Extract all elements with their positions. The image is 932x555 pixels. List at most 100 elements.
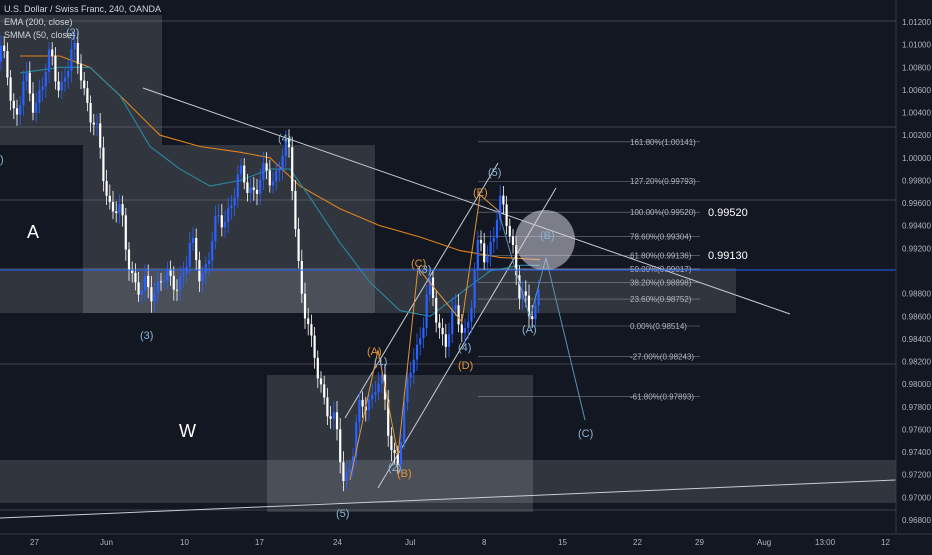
candle-body — [108, 195, 111, 202]
candle-body — [3, 45, 6, 52]
candle-body — [89, 102, 92, 123]
candle-body — [294, 190, 297, 230]
wave-label-blue: (C) — [578, 428, 593, 440]
x-axis-tick-label: 24 — [333, 538, 342, 547]
candle-body — [358, 399, 361, 423]
y-axis-tick-label: 0.99400 — [902, 222, 931, 231]
candle-body — [371, 394, 374, 400]
candle-body — [31, 93, 35, 113]
candle-body — [137, 282, 140, 295]
x-axis-background — [0, 534, 932, 550]
candle-body — [399, 441, 403, 465]
y-axis-tick-label: 0.98400 — [902, 335, 931, 344]
candle-body — [313, 335, 316, 358]
zone-label-a: A — [27, 222, 39, 242]
y-axis-tick-label: 0.99600 — [902, 199, 931, 208]
candle-body — [204, 264, 207, 274]
y-axis-tick-label: 0.98200 — [902, 358, 931, 367]
candle-body — [476, 239, 479, 270]
candle-body — [230, 205, 233, 209]
candle-body — [217, 215, 220, 217]
wave-label-blue: (2) — [388, 462, 401, 474]
candle-body — [127, 249, 131, 271]
candle-body — [47, 49, 51, 72]
x-axis-tick-label: 13:00 — [815, 538, 836, 547]
candle-body — [233, 197, 236, 206]
candle-body — [415, 344, 419, 360]
candle-body — [438, 322, 441, 328]
fib-level-label: 127.20%(0.99793) — [630, 177, 696, 186]
smma-indicator-label: SMMA (50, close) — [4, 30, 76, 40]
candle-body — [15, 108, 19, 115]
candle-body — [70, 48, 73, 71]
candle-body — [63, 77, 67, 82]
candle-body — [537, 290, 540, 306]
fib-level-label: 100.00%(0.99520) — [630, 208, 696, 217]
wave-label-blue: (4) — [278, 133, 291, 145]
ema-indicator-label: EMA (200, close) — [4, 17, 73, 27]
candle-body — [332, 412, 335, 419]
y-axis-tick-label: 0.99800 — [902, 176, 931, 185]
candle-body — [207, 260, 211, 265]
candle-body — [147, 275, 150, 288]
x-axis-tick-label: Jul — [405, 538, 415, 547]
candle-body — [252, 187, 255, 190]
candle-body — [495, 219, 499, 238]
candle-body — [511, 236, 515, 245]
candle-body — [435, 297, 438, 323]
candle-body — [195, 238, 198, 261]
price-label-upper: 0.99520 — [708, 207, 748, 219]
candle-body — [412, 359, 415, 373]
candle-body — [198, 260, 201, 282]
candle-body — [76, 43, 79, 64]
candle-body — [175, 289, 179, 291]
candle-body — [345, 472, 348, 482]
y-axis-tick-label: 1.00000 — [902, 154, 931, 163]
candle-body — [396, 453, 399, 465]
candle-body — [79, 63, 83, 81]
wave-label-blue: (2) — [66, 27, 79, 39]
candle-body — [172, 275, 175, 290]
candle-body — [41, 86, 44, 90]
candle-body — [287, 138, 291, 148]
shaded-zone-5 — [0, 460, 896, 503]
candle-body — [19, 105, 22, 115]
candle-body — [95, 123, 99, 125]
candle-body — [140, 290, 143, 295]
candle-body — [223, 222, 227, 228]
x-axis: 27 Jun 10 17 24 Jul 8 15 22 29 Aug 13:00 12 — [0, 533, 932, 550]
y-axis-tick-label: 0.97000 — [902, 493, 931, 502]
candle-body — [447, 334, 451, 347]
candle-body — [246, 182, 249, 193]
wave-label-orange: (E) — [473, 187, 488, 199]
candle-body — [460, 324, 463, 333]
candle-body — [380, 374, 383, 384]
ascending-trendline — [0, 479, 897, 519]
candle-body — [531, 316, 534, 320]
candle-body — [86, 88, 89, 103]
candle-body — [361, 399, 364, 407]
wave-label-blue: (A) — [522, 324, 537, 336]
candle-body — [57, 81, 60, 91]
orange-wave-path — [349, 194, 501, 481]
candle-body — [9, 77, 12, 101]
candle-body — [425, 294, 428, 328]
candle-body — [444, 334, 447, 347]
candle-body — [115, 211, 118, 214]
wave-label-blue: (1) — [374, 356, 387, 368]
candle-body — [335, 412, 339, 430]
candle-body — [403, 402, 406, 442]
candle-body — [339, 429, 342, 463]
x-axis-tick-label: 17 — [255, 538, 264, 547]
candle-body — [291, 147, 294, 191]
candle-body — [451, 308, 454, 335]
candle-body — [499, 195, 502, 220]
candle-body — [355, 422, 358, 457]
candle-body — [406, 377, 409, 403]
x-axis-tick-label: Jun — [100, 538, 113, 547]
y-axis-tick-label: 0.97400 — [902, 448, 931, 457]
candles — [0, 32, 540, 492]
